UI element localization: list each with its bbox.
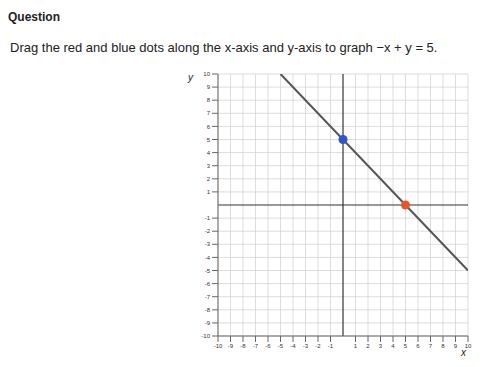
svg-text:6: 6 — [207, 124, 211, 130]
svg-text:7: 7 — [207, 110, 211, 116]
svg-text:-10: -10 — [201, 333, 210, 339]
html-text:Drag the red and blue dots alo: Drag the red and blue dots along the x-a… — [10, 40, 438, 55]
svg-text:-1: -1 — [328, 343, 334, 349]
svg-text:10: 10 — [464, 343, 472, 350]
svg-text:-9: -9 — [228, 343, 234, 349]
svg-text:9: 9 — [207, 84, 211, 90]
svg-text:-10: -10 — [214, 343, 223, 349]
svg-text:9: 9 — [454, 343, 458, 349]
svg-text:-3: -3 — [303, 343, 309, 349]
svg-text:2: 2 — [207, 176, 211, 182]
svg-text:5: 5 — [207, 137, 211, 143]
svg-text:1: 1 — [207, 189, 211, 195]
svg-text:2: 2 — [366, 343, 370, 349]
svg-text:-8: -8 — [240, 343, 246, 349]
svg-text:-3: -3 — [205, 241, 211, 247]
svg-text:8: 8 — [441, 343, 445, 349]
svg-text:1: 1 — [354, 343, 358, 349]
svg-text:4: 4 — [207, 150, 211, 156]
svg-text:3: 3 — [207, 163, 211, 169]
svg-text:x: x — [460, 347, 467, 358]
svg-text:-6: -6 — [265, 343, 271, 349]
svg-text:8: 8 — [207, 97, 211, 103]
svg-text:5: 5 — [404, 343, 408, 349]
svg-text:-2: -2 — [205, 228, 211, 234]
svg-text:-9: -9 — [205, 320, 211, 326]
svg-text:-6: -6 — [205, 281, 211, 287]
svg-text:-5: -5 — [278, 343, 284, 349]
svg-text:-7: -7 — [253, 343, 259, 349]
svg-text:-8: -8 — [205, 307, 211, 313]
svg-text:-7: -7 — [205, 294, 211, 300]
svg-text:-1: -1 — [205, 215, 211, 221]
svg-text:3: 3 — [379, 343, 383, 349]
svg-text:10: 10 — [203, 71, 210, 77]
svg-text:y: y — [187, 72, 194, 83]
svg-text:6: 6 — [416, 343, 420, 349]
html-text:Question: Question — [8, 10, 60, 24]
svg-text:-5: -5 — [205, 268, 211, 274]
svg-text:-4: -4 — [205, 255, 211, 261]
svg-text:-2: -2 — [315, 343, 321, 349]
svg-text:-4: -4 — [290, 343, 296, 349]
svg-text:4: 4 — [391, 343, 395, 349]
svg-text:7: 7 — [429, 343, 433, 349]
